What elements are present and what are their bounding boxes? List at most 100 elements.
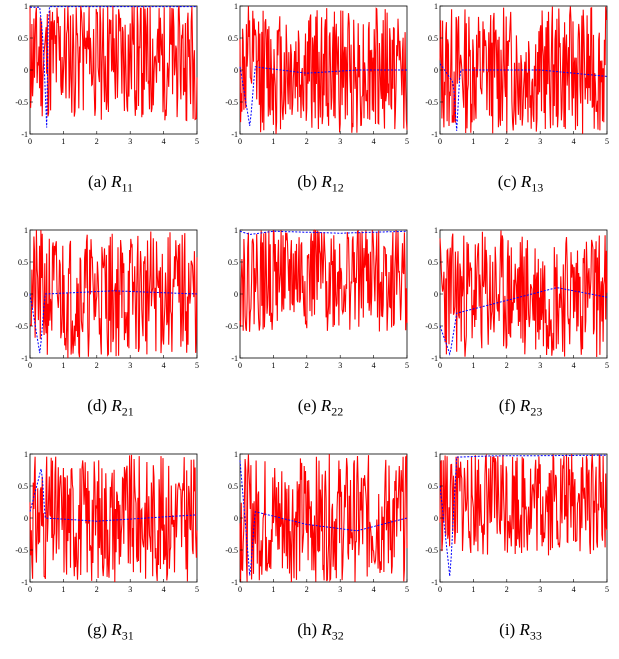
subplot-caption-h: (h) R32 bbox=[224, 620, 417, 643]
y-tick-label: -1 bbox=[21, 130, 28, 139]
caption-variable: R bbox=[111, 396, 122, 415]
x-tick-label: 2 bbox=[305, 361, 309, 370]
series-blue-e bbox=[239, 230, 407, 235]
caption-subscript: 32 bbox=[331, 628, 344, 643]
y-tick-label: 0.5 bbox=[428, 34, 438, 43]
plot-svg-i: 0 1 2 3 4 5 -1 -0.5 0 0.5 1 bbox=[425, 450, 609, 594]
caption-label: (i) bbox=[499, 620, 520, 639]
y-tick-label: 0.5 bbox=[228, 258, 238, 267]
x-tick-label: 5 bbox=[195, 137, 199, 146]
subplot-i: 0 1 2 3 4 5 -1 -0.5 0 0.5 1 bbox=[424, 450, 617, 659]
y-tick-label: 0 bbox=[234, 66, 238, 75]
caption-subscript: 13 bbox=[531, 180, 544, 195]
x-tick-label: 5 bbox=[405, 585, 409, 594]
x-tick-label: 1 bbox=[271, 585, 275, 594]
series-blue-a bbox=[30, 6, 197, 128]
subplot-g: 0 1 2 3 4 5 -1 -0.5 0 0.5 1 bbox=[14, 450, 207, 659]
y-tick-label: -0.5 bbox=[15, 546, 28, 555]
x-tick-label: 3 bbox=[338, 585, 342, 594]
y-tick-label: 1 bbox=[24, 450, 28, 459]
x-tick-label: 5 bbox=[195, 361, 199, 370]
subplot-caption-g: (g) R31 bbox=[14, 620, 207, 643]
x-tick-label: 1 bbox=[271, 137, 275, 146]
x-tick-label: 2 bbox=[95, 137, 99, 146]
x-tick-label: 5 bbox=[195, 585, 199, 594]
y-tick-label: -0.5 bbox=[225, 322, 238, 331]
x-tick-label: 3 bbox=[128, 585, 132, 594]
y-tick-label: 0 bbox=[434, 514, 438, 523]
subplot-f: 0 1 2 3 4 5 -1 -0.5 0 0.5 1 bbox=[424, 226, 617, 435]
plot-svg-g: 0 1 2 3 4 5 -1 -0.5 0 0.5 1 bbox=[15, 450, 199, 594]
x-tick-label: 2 bbox=[95, 585, 99, 594]
y-tick-label: -1 bbox=[231, 354, 238, 363]
caption-subscript: 33 bbox=[529, 628, 542, 643]
x-tick-label: 5 bbox=[605, 361, 609, 370]
x-tick-label: 1 bbox=[61, 585, 65, 594]
caption-label: (f) bbox=[498, 396, 520, 415]
caption-variable: R bbox=[111, 172, 122, 191]
x-tick-label: 4 bbox=[372, 137, 376, 146]
y-tick-label: -1 bbox=[431, 130, 438, 139]
subplot-b: 0 1 2 3 4 5 -1 -0.5 0 0.5 1 bbox=[224, 2, 417, 211]
y-tick-label: -0.5 bbox=[225, 98, 238, 107]
x-tick-label: 0 bbox=[28, 361, 32, 370]
caption-variable: R bbox=[520, 172, 532, 191]
caption-label: (b) bbox=[297, 172, 322, 191]
x-tick-label: 5 bbox=[405, 361, 409, 370]
caption-subscript: 21 bbox=[121, 404, 134, 419]
x-tick-label: 0 bbox=[238, 361, 242, 370]
x-tick-label: 0 bbox=[438, 585, 442, 594]
y-tick-label: -1 bbox=[231, 578, 238, 587]
caption-label: (a) bbox=[87, 172, 112, 191]
x-tick-label: 3 bbox=[538, 137, 542, 146]
series-red-h bbox=[239, 454, 408, 583]
x-tick-label: 1 bbox=[471, 585, 475, 594]
x-tick-label: 0 bbox=[28, 585, 32, 594]
x-tick-label: 0 bbox=[438, 361, 442, 370]
series-red-i bbox=[439, 453, 608, 556]
plot-svg-f: 0 1 2 3 4 5 -1 -0.5 0 0.5 1 bbox=[425, 226, 609, 370]
series-blue-i bbox=[439, 454, 607, 577]
caption-variable: R bbox=[320, 396, 332, 415]
x-tick-label: 1 bbox=[61, 361, 65, 370]
x-tick-label: 0 bbox=[28, 137, 32, 146]
caption-label: (d) bbox=[87, 396, 112, 415]
caption-label: (g) bbox=[87, 620, 112, 639]
caption-subscript: 12 bbox=[331, 180, 344, 195]
series-red-b bbox=[239, 6, 408, 134]
y-tick-label: 0.5 bbox=[18, 482, 28, 491]
series-red-g bbox=[29, 454, 198, 583]
y-tick-label: -1 bbox=[431, 354, 438, 363]
series-red-c bbox=[439, 6, 608, 134]
x-tick-label: 3 bbox=[538, 361, 542, 370]
y-tick-label: 0 bbox=[24, 66, 28, 75]
y-tick-label: 0.5 bbox=[428, 482, 438, 491]
x-tick-label: 3 bbox=[538, 585, 542, 594]
series-blue-g bbox=[29, 468, 198, 522]
y-tick-label: 0.5 bbox=[18, 258, 28, 267]
subplot-caption-d: (d) R21 bbox=[14, 396, 207, 419]
subplot-caption-f: (f) R23 bbox=[424, 396, 617, 419]
series-red-e bbox=[239, 229, 408, 332]
y-tick-label: -1 bbox=[21, 354, 28, 363]
x-tick-label: 2 bbox=[505, 585, 509, 594]
y-tick-label: -1 bbox=[431, 578, 438, 587]
series-red-a bbox=[29, 6, 198, 122]
series-blue-d bbox=[29, 290, 198, 354]
plot-svg-c: 0 1 2 3 4 5 -1 -0.5 0 0.5 1 bbox=[425, 2, 609, 146]
series-red-f bbox=[439, 230, 608, 358]
x-tick-label: 3 bbox=[128, 361, 132, 370]
subplot-caption-a: (a) R11 bbox=[14, 172, 207, 195]
x-tick-label: 4 bbox=[162, 585, 166, 594]
y-tick-label: -0.5 bbox=[425, 322, 438, 331]
x-tick-label: 3 bbox=[128, 137, 132, 146]
y-tick-label: -0.5 bbox=[225, 546, 238, 555]
caption-label: (e) bbox=[297, 396, 321, 415]
x-tick-label: 4 bbox=[572, 361, 576, 370]
x-tick-label: 3 bbox=[338, 137, 342, 146]
subplot-caption-i: (i) R33 bbox=[424, 620, 617, 643]
y-tick-label: -1 bbox=[21, 578, 28, 587]
x-tick-label: 1 bbox=[61, 137, 65, 146]
x-tick-label: 5 bbox=[605, 137, 609, 146]
x-tick-label: 0 bbox=[238, 137, 242, 146]
